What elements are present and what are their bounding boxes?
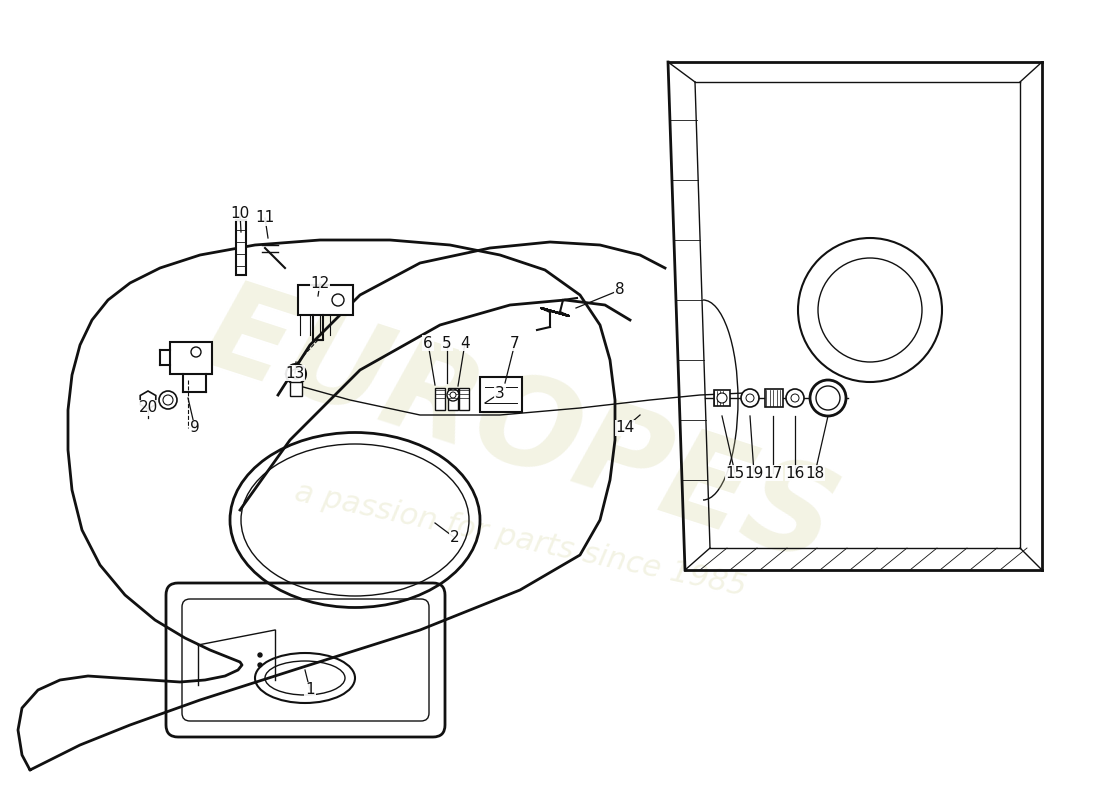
Text: 14: 14 [615, 421, 635, 435]
Text: 3: 3 [495, 386, 505, 401]
Text: 1: 1 [305, 682, 315, 698]
Text: 11: 11 [255, 210, 275, 226]
Text: 15: 15 [725, 466, 745, 481]
Bar [290, 382, 303, 396]
Text: 13: 13 [285, 366, 305, 381]
Circle shape [332, 294, 344, 306]
Circle shape [791, 394, 799, 402]
Text: 18: 18 [805, 466, 825, 481]
Circle shape [447, 389, 459, 401]
Text: 6: 6 [424, 335, 433, 350]
Text: 17: 17 [763, 466, 782, 481]
Bar [448, 388, 458, 410]
Circle shape [258, 663, 262, 667]
Bar [434, 388, 446, 410]
Text: 19: 19 [745, 466, 763, 481]
Circle shape [810, 380, 846, 416]
Bar [170, 342, 212, 374]
Circle shape [741, 389, 759, 407]
Circle shape [746, 394, 754, 402]
Circle shape [160, 391, 177, 409]
Bar [714, 390, 730, 406]
Circle shape [163, 395, 173, 405]
Bar [480, 377, 522, 412]
Text: 12: 12 [310, 275, 330, 290]
Circle shape [258, 653, 262, 657]
Circle shape [292, 369, 301, 379]
Circle shape [286, 364, 306, 384]
Text: 7: 7 [510, 335, 520, 350]
Circle shape [717, 393, 727, 403]
Text: a passion for parts since 1985: a passion for parts since 1985 [292, 478, 748, 602]
Circle shape [786, 389, 804, 407]
Text: 20: 20 [139, 401, 157, 415]
Bar [459, 388, 469, 410]
Text: 9: 9 [190, 421, 200, 435]
Circle shape [816, 386, 840, 410]
Text: 2: 2 [450, 530, 460, 546]
Circle shape [191, 347, 201, 357]
Text: 10: 10 [230, 206, 250, 221]
Text: 4: 4 [460, 335, 470, 350]
Bar [236, 220, 246, 275]
Bar [764, 389, 783, 407]
Bar [298, 285, 353, 315]
Text: 8: 8 [615, 282, 625, 298]
Circle shape [450, 392, 456, 398]
Text: EUROPES: EUROPES [189, 271, 850, 589]
Text: 5: 5 [442, 335, 452, 350]
Text: 16: 16 [785, 466, 805, 481]
